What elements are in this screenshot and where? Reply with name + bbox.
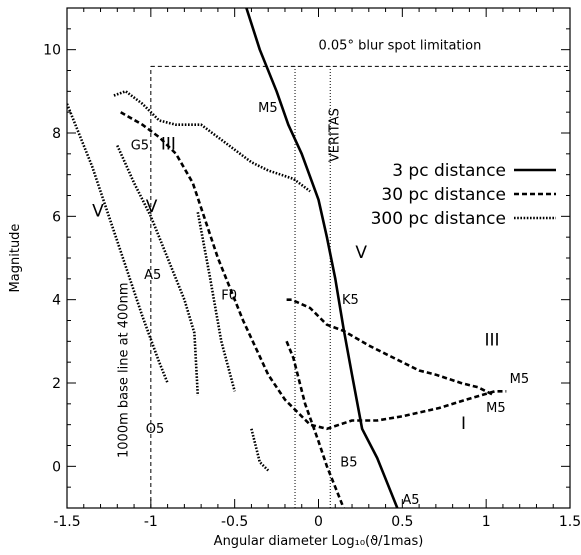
- x-tick-label: -0.5: [221, 514, 248, 530]
- x-tick-label: 1.5: [559, 514, 581, 530]
- annotation-label: G5: [131, 139, 149, 154]
- y-tick-label: 6: [52, 209, 61, 225]
- annotation-label: V: [92, 201, 104, 221]
- legend-label: 30 pc distance: [381, 185, 506, 205]
- x-tick-label: -1: [144, 514, 158, 530]
- annotation-label: III: [161, 135, 176, 155]
- series-300-pc-distance-segment-5: [250, 428, 270, 472]
- annotation-label: O5: [146, 422, 165, 437]
- series-30-pc-distance-segment-3: [285, 340, 345, 508]
- annotation-label: A5: [402, 493, 419, 508]
- annotation-label: VERITAS: [328, 108, 343, 162]
- annotation-label: F0: [221, 289, 237, 304]
- x-tick-label: -1.5: [53, 514, 80, 530]
- series-3-pc-distance-segment-1: [245, 8, 399, 508]
- annotations: 0.05° blur spot limitation 1000m base lin…: [92, 39, 529, 508]
- plot-frame: [66, 7, 571, 509]
- series-30-pc-distance-segment-2: [286, 298, 496, 397]
- legend-label: 3 pc distance: [392, 161, 506, 181]
- y-tick-label: 2: [52, 376, 61, 392]
- legend-label: 300 pc distance: [371, 209, 506, 229]
- y-tick-label: 8: [52, 126, 61, 142]
- annotation-label: M5: [510, 372, 530, 387]
- y-tick-label: 0: [52, 459, 61, 475]
- annotation-label: 1000m base line at 400nm: [116, 282, 131, 458]
- annotation-label: V: [146, 197, 158, 217]
- series-300-pc-distance-segment-2: [113, 90, 311, 193]
- annotation-label: III: [484, 331, 499, 351]
- annotation-label: 0.05° blur spot limitation: [319, 39, 482, 54]
- annotation-label: I: [461, 414, 466, 434]
- x-tick-label: 1: [482, 514, 491, 530]
- annotation-label: A5: [144, 268, 161, 283]
- y-axis-label: Magnitude: [8, 224, 23, 293]
- x-axis-label: Angular diameter Log₁₀(ϑ/1mas): [214, 534, 424, 549]
- reference-lines: [150, 65, 570, 508]
- series-300-pc-distance-segment-3: [116, 144, 200, 396]
- series-lines: [67, 8, 507, 508]
- x-tick-label: 0: [314, 514, 323, 530]
- annotation-label: M5: [486, 401, 506, 416]
- x-tick-label: 0.5: [391, 514, 413, 530]
- series-30-pc-distance-segment-1: [120, 111, 507, 431]
- series-300-pc-distance-segment-1: [67, 103, 169, 384]
- y-tick-label: 10: [43, 43, 61, 59]
- annotation-label: K5: [342, 293, 359, 308]
- annotation-label: M5: [258, 101, 278, 116]
- annotation-label: V: [355, 243, 367, 263]
- legend: 3 pc distance 30 pc distance 300 pc distan…: [371, 161, 556, 229]
- axis-ticks: -1.5 -1 -0.5 0 0.5 1 1.5 0 2 4 6 8 10: [43, 7, 581, 530]
- annotation-label: B5: [340, 455, 357, 470]
- y-tick-label: 4: [52, 293, 61, 309]
- series-300-pc-distance-segment-4: [196, 211, 236, 392]
